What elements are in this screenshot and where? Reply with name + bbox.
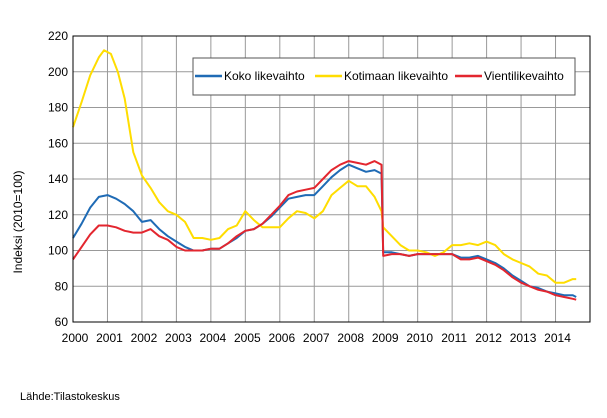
x-tick-label: 2008 — [337, 331, 364, 345]
x-tick-label: 2009 — [372, 331, 399, 345]
x-tick-label: 2011 — [441, 331, 467, 345]
y-tick-label: 160 — [48, 136, 68, 150]
legend-box — [192, 57, 576, 96]
x-tick-label: 2000 — [62, 331, 89, 345]
series-lines — [72, 49, 577, 301]
x-tick-label: 2010 — [406, 331, 433, 345]
y-axis-label: Indeksi (2010=100) — [11, 170, 25, 273]
plot-frame — [72, 35, 591, 323]
y-tick-label: 220 — [48, 29, 68, 43]
x-axis-ticks: 2000 2001 2002 2003 2004 2005 2006 2007 2008 2009… — [62, 331, 572, 345]
legend-label: Vientilikevaihto — [484, 69, 564, 83]
y-tick-label: 100 — [48, 244, 68, 258]
x-tick-label: 2014 — [544, 331, 571, 345]
x-tick-label: 2001 — [96, 331, 123, 345]
y-tick-label: 120 — [48, 208, 68, 222]
y-tick-label: 200 — [48, 65, 68, 79]
y-tick-label: 140 — [48, 172, 68, 186]
legend-label: Koko likevaihto — [224, 69, 305, 83]
x-tick-label: 2002 — [131, 331, 158, 345]
series-line-1 — [72, 49, 577, 284]
x-tick-label: 2012 — [475, 331, 502, 345]
y-axis-ticks: 60 80 100 120 140 160 180 200 220 — [48, 29, 68, 329]
x-tick-label: 2003 — [165, 331, 192, 345]
series-line-0 — [72, 163, 577, 298]
y-tick-label: 180 — [48, 101, 68, 115]
x-tick-label: 2005 — [234, 331, 261, 345]
y-tick-label: 80 — [55, 279, 69, 293]
legend: Koko likevaihto Kotimaan likevaihto Vienti… — [192, 57, 576, 96]
x-tick-label: 2007 — [303, 331, 330, 345]
x-tick-label: 2006 — [268, 331, 295, 345]
x-tick-label: 2004 — [200, 331, 227, 345]
series-line-2 — [72, 160, 577, 301]
legend-label: Kotimaan likevaihto — [344, 69, 448, 83]
gridlines — [72, 35, 590, 323]
y-tick-label: 60 — [55, 315, 69, 329]
x-tick-label: 2013 — [510, 331, 537, 345]
source-note: Lähde:Tilastokeskus — [20, 391, 120, 403]
